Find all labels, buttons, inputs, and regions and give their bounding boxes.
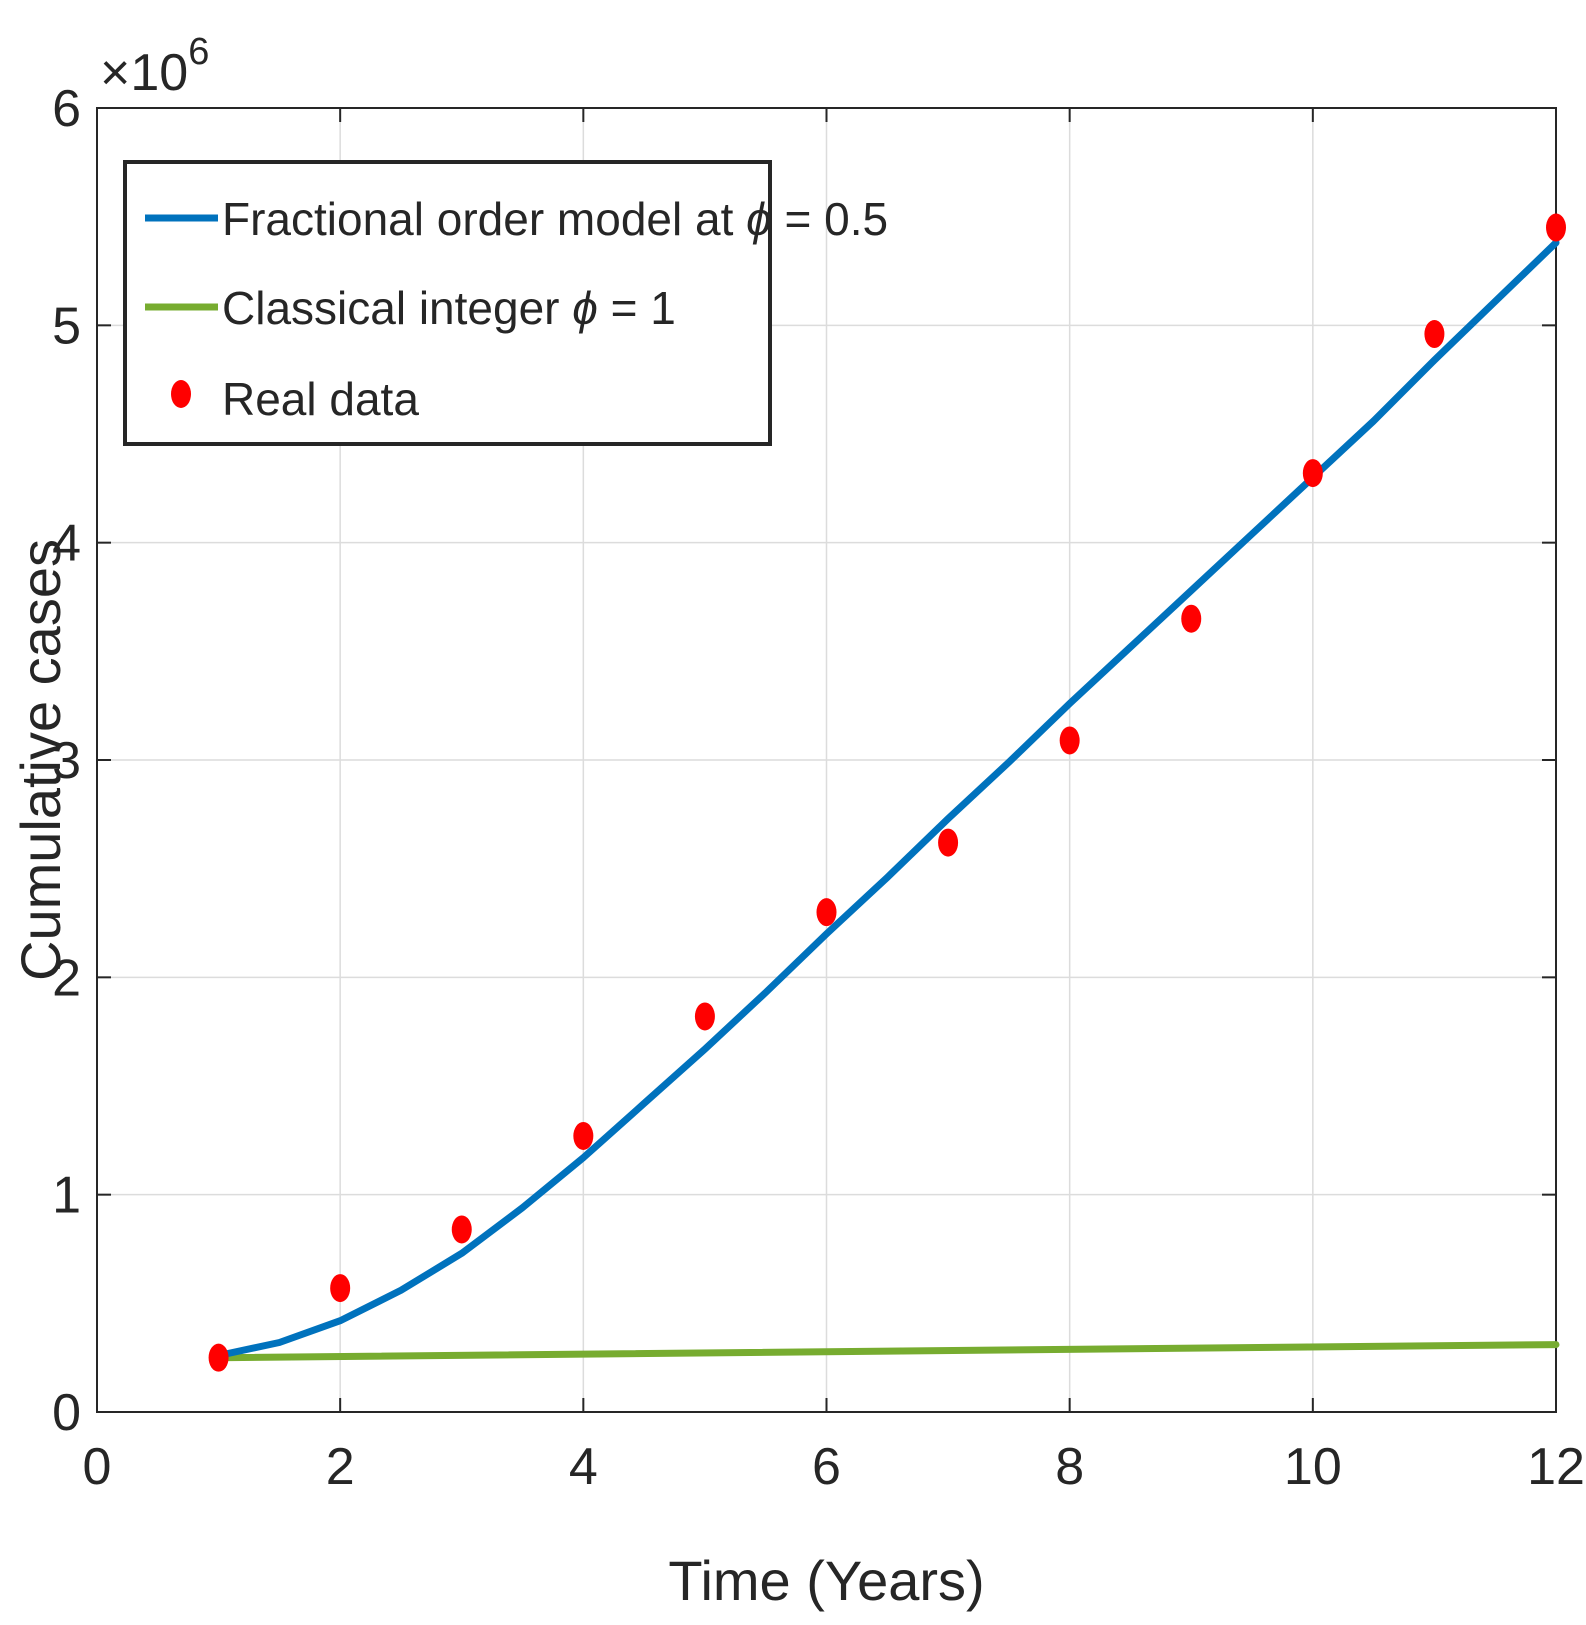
x-tick-label: 8 bbox=[1055, 1438, 1084, 1496]
y-axis-exponent-base: ×10 bbox=[100, 44, 188, 102]
legend-entry-value: = 0.5 bbox=[772, 193, 888, 245]
legend: Fractional order model at ϕ = 0.5 Classic… bbox=[123, 160, 888, 446]
real-data-point bbox=[1424, 320, 1445, 349]
y-tick-label: 1 bbox=[52, 1167, 81, 1225]
y-tick-label: 6 bbox=[52, 80, 81, 138]
legend-entry-value: = 1 bbox=[598, 282, 676, 334]
x-tick-label: 12 bbox=[1527, 1438, 1585, 1496]
legend-entry-text: Fractional order model at bbox=[222, 193, 746, 245]
classical-integer-series-line bbox=[215, 1341, 1560, 1362]
real-data-point bbox=[573, 1121, 594, 1150]
fractional-model-series-line bbox=[215, 239, 1560, 1359]
legend-box bbox=[123, 160, 772, 446]
legend-entry-label: Fractional order model at ϕ = 0.5 bbox=[222, 193, 888, 245]
real-data-point bbox=[938, 828, 959, 857]
legend-entry-text: Classical integer bbox=[222, 282, 572, 334]
y-tick-label: 4 bbox=[52, 515, 81, 573]
y-tick-label: 3 bbox=[52, 732, 81, 790]
real-data-point bbox=[1181, 604, 1202, 633]
legend-entry-label: Real data bbox=[222, 373, 419, 425]
x-tick-label: 2 bbox=[326, 1438, 355, 1496]
axis-ticks bbox=[96, 107, 1557, 1413]
legend-entry-symbol: ϕ bbox=[572, 282, 598, 334]
y-tick-label: 0 bbox=[52, 1384, 81, 1442]
real-data-point bbox=[694, 1002, 715, 1031]
real-data-point bbox=[1059, 726, 1080, 755]
real-data-point bbox=[1302, 459, 1323, 488]
legend-entry-symbol: ϕ bbox=[746, 193, 772, 245]
y-tick-label: 5 bbox=[52, 297, 81, 355]
y-axis-title: Cumulative cases bbox=[9, 539, 72, 981]
x-tick-label: 0 bbox=[83, 1438, 112, 1496]
x-tick-label: 6 bbox=[812, 1438, 841, 1496]
series-layer bbox=[208, 213, 1566, 1372]
legend-entry-text: Real data bbox=[222, 373, 419, 425]
real-data-point bbox=[1546, 213, 1566, 242]
y-axis-exponent: ×106 bbox=[100, 31, 209, 102]
legend-entry-label: Classical integer ϕ = 1 bbox=[222, 282, 676, 334]
x-tick-label: 10 bbox=[1284, 1438, 1342, 1496]
y-tick-label: 2 bbox=[52, 949, 81, 1007]
real-data-point bbox=[330, 1274, 351, 1303]
real-data-point bbox=[816, 898, 837, 927]
real-data-point bbox=[451, 1215, 472, 1244]
legend-dot-swatch bbox=[171, 380, 191, 408]
x-axis-title: Time (Years) bbox=[668, 1549, 984, 1612]
y-axis-exponent-power: 6 bbox=[188, 31, 209, 73]
x-tick-label: 4 bbox=[569, 1438, 598, 1496]
real-data-point bbox=[208, 1343, 229, 1372]
